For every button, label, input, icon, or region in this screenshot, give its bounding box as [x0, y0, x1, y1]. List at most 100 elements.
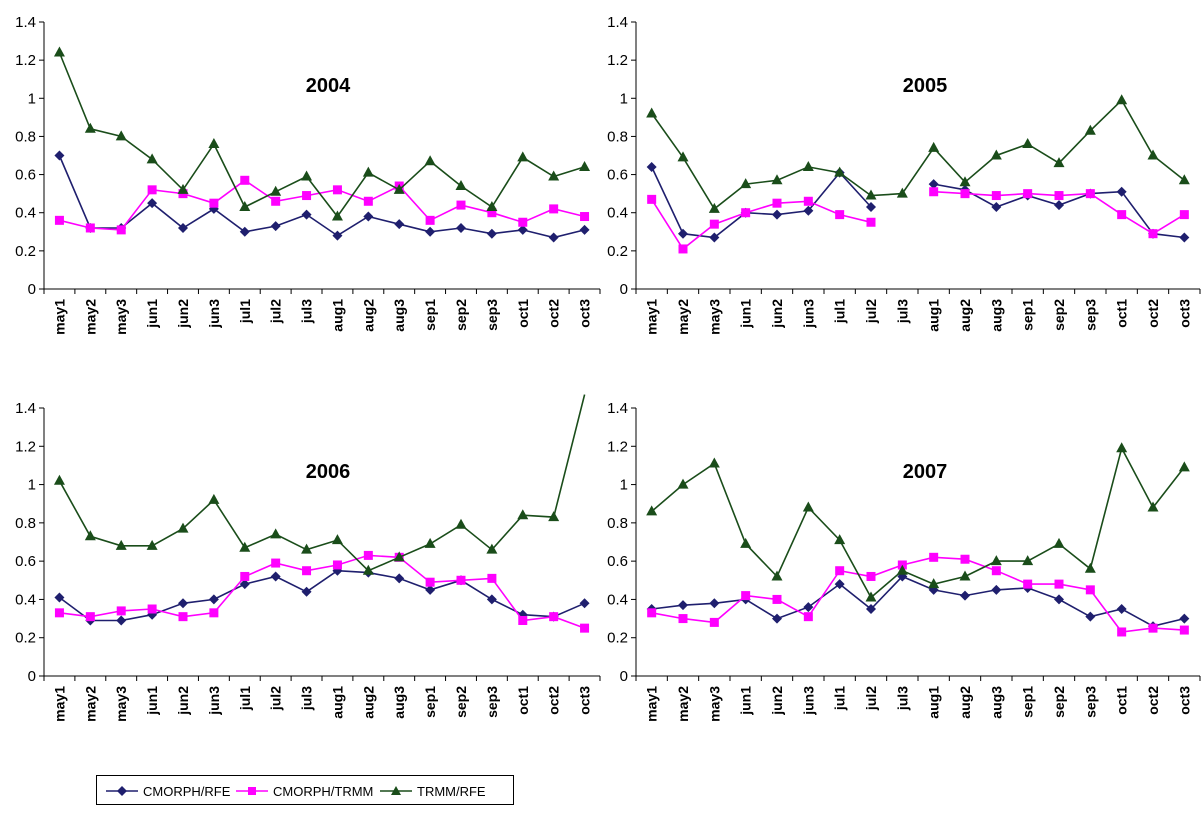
point-cmorph-trmm [1148, 623, 1158, 633]
y-tick-label: 0.8 [607, 128, 628, 145]
x-tick-label: jun2 [769, 686, 785, 716]
point-cmorph-rfe [54, 150, 65, 161]
series-line-cmorph-trmm [59, 554, 585, 629]
x-tick-label: may3 [706, 299, 722, 335]
x-tick-label: aug2 [360, 686, 376, 719]
y-tick-label: 0.6 [607, 553, 628, 570]
point-trmm-rfe [270, 185, 282, 196]
point-cmorph-rfe [1179, 613, 1190, 624]
point-cmorph-trmm [991, 191, 1001, 201]
point-cmorph-rfe [394, 219, 405, 230]
point-trmm-rfe [1053, 157, 1065, 168]
y-tick-label: 1.2 [15, 52, 36, 69]
series-cmorph-rfe [54, 565, 590, 626]
y-tick-label: 0.4 [607, 205, 628, 222]
x-tick-label: jun1 [144, 686, 160, 716]
y-tick-label: 1 [28, 477, 36, 494]
series-line-cmorph-trmm [651, 556, 1185, 633]
chart-panel-2006: 0 0.2 0.4 0.6 0.8 1 1.2 1.4 may1 may2 may3 jun1 jun2… [15, 394, 601, 722]
point-cmorph-trmm [549, 612, 559, 622]
y-tick-label: 0.8 [607, 515, 628, 532]
x-tick-label: aug2 [957, 299, 973, 332]
point-cmorph-rfe [866, 201, 876, 212]
point-trmm-rfe [1022, 555, 1034, 566]
point-cmorph-trmm [302, 191, 312, 201]
series-line-cmorph-rfe [58, 569, 585, 622]
y-tick-label: 0 [28, 281, 36, 298]
point-trmm-rfe [1084, 562, 1096, 573]
point-cmorph-trmm [1085, 189, 1095, 199]
x-tick-label: oct2 [1145, 686, 1161, 715]
point-trmm-rfe [455, 518, 467, 529]
y-tick-label: 0 [28, 668, 36, 685]
y-tick-label: 0.6 [15, 553, 36, 570]
point-cmorph-rfe [866, 604, 876, 614]
point-cmorph-rfe [772, 613, 782, 624]
point-cmorph-trmm [363, 196, 373, 206]
point-cmorph-trmm [147, 185, 157, 195]
point-cmorph-trmm [835, 566, 845, 576]
point-trmm-rfe [865, 189, 877, 200]
point-cmorph-rfe [147, 198, 158, 209]
x-tick-label: sep3 [484, 686, 500, 718]
point-trmm-rfe [208, 493, 220, 504]
point-cmorph-trmm [803, 612, 813, 622]
x-tick-label: jun3 [800, 686, 816, 716]
point-trmm-rfe [115, 130, 127, 141]
x-tick-label: sep1 [422, 686, 438, 718]
chart-panel-2005: 0 0.2 0.4 0.6 0.8 1 1.2 1.4 may1 may2 may3 jun1 jun2… [607, 14, 1201, 335]
point-cmorph-rfe [208, 594, 219, 605]
point-cmorph-trmm [1117, 210, 1127, 220]
series-cmorph-trmm [647, 552, 1189, 637]
point-trmm-rfe [928, 578, 940, 589]
point-cmorph-rfe [548, 232, 559, 243]
y-tick-label: 0.2 [607, 243, 628, 260]
point-trmm-rfe [517, 509, 529, 520]
point-cmorph-trmm [929, 552, 939, 562]
point-trmm-rfe [1053, 537, 1065, 548]
point-cmorph-trmm [332, 560, 342, 570]
point-cmorph-rfe [486, 228, 497, 239]
point-cmorph-trmm [456, 200, 466, 210]
x-tick-label: oct2 [546, 686, 562, 715]
series-line-cmorph-trmm [59, 179, 585, 231]
point-cmorph-trmm [580, 212, 590, 222]
x-tick-label: jul1 [237, 299, 253, 324]
point-trmm-rfe [959, 176, 971, 187]
point-cmorph-rfe [332, 230, 343, 241]
point-trmm-rfe [1116, 94, 1128, 105]
point-trmm-rfe [1116, 442, 1128, 453]
point-trmm-rfe [548, 170, 560, 181]
point-cmorph-trmm [1023, 579, 1033, 589]
point-cmorph-trmm [487, 208, 497, 218]
point-trmm-rfe [424, 155, 436, 166]
point-cmorph-rfe [270, 221, 281, 232]
point-cmorph-rfe [646, 161, 657, 172]
point-trmm-rfe [990, 149, 1002, 160]
point-cmorph-trmm [549, 204, 559, 214]
chart-panel-2004: 0 0.2 0.4 0.6 0.8 1 1.2 1.4 may1 may2 may3 jun1 jun2… [15, 14, 601, 335]
x-tick-label: jun1 [738, 686, 754, 716]
point-cmorph-trmm [741, 208, 751, 218]
point-cmorph-rfe [301, 586, 312, 597]
point-cmorph-rfe [425, 226, 436, 237]
series-cmorph-trmm [54, 550, 590, 633]
point-cmorph-trmm [209, 198, 219, 208]
series-cmorph-trmm [647, 187, 1189, 254]
point-cmorph-rfe [178, 598, 188, 609]
point-cmorph-trmm [772, 198, 782, 208]
point-trmm-rfe [84, 530, 96, 541]
point-cmorph-rfe [394, 573, 405, 584]
point-trmm-rfe [1147, 501, 1159, 512]
chart-title: 2007 [903, 461, 948, 483]
x-tick-label: may1 [644, 299, 660, 335]
point-cmorph-rfe [803, 205, 814, 216]
x-tick-label: jun3 [800, 299, 816, 329]
x-tick-label: jul2 [268, 299, 284, 324]
point-cmorph-trmm [803, 196, 813, 206]
point-cmorph-trmm [363, 550, 373, 560]
point-cmorph-trmm [709, 617, 719, 627]
y-tick-label: 0.8 [15, 128, 36, 145]
y-tick-label: 0.4 [15, 591, 36, 608]
point-cmorph-trmm [1179, 625, 1189, 635]
